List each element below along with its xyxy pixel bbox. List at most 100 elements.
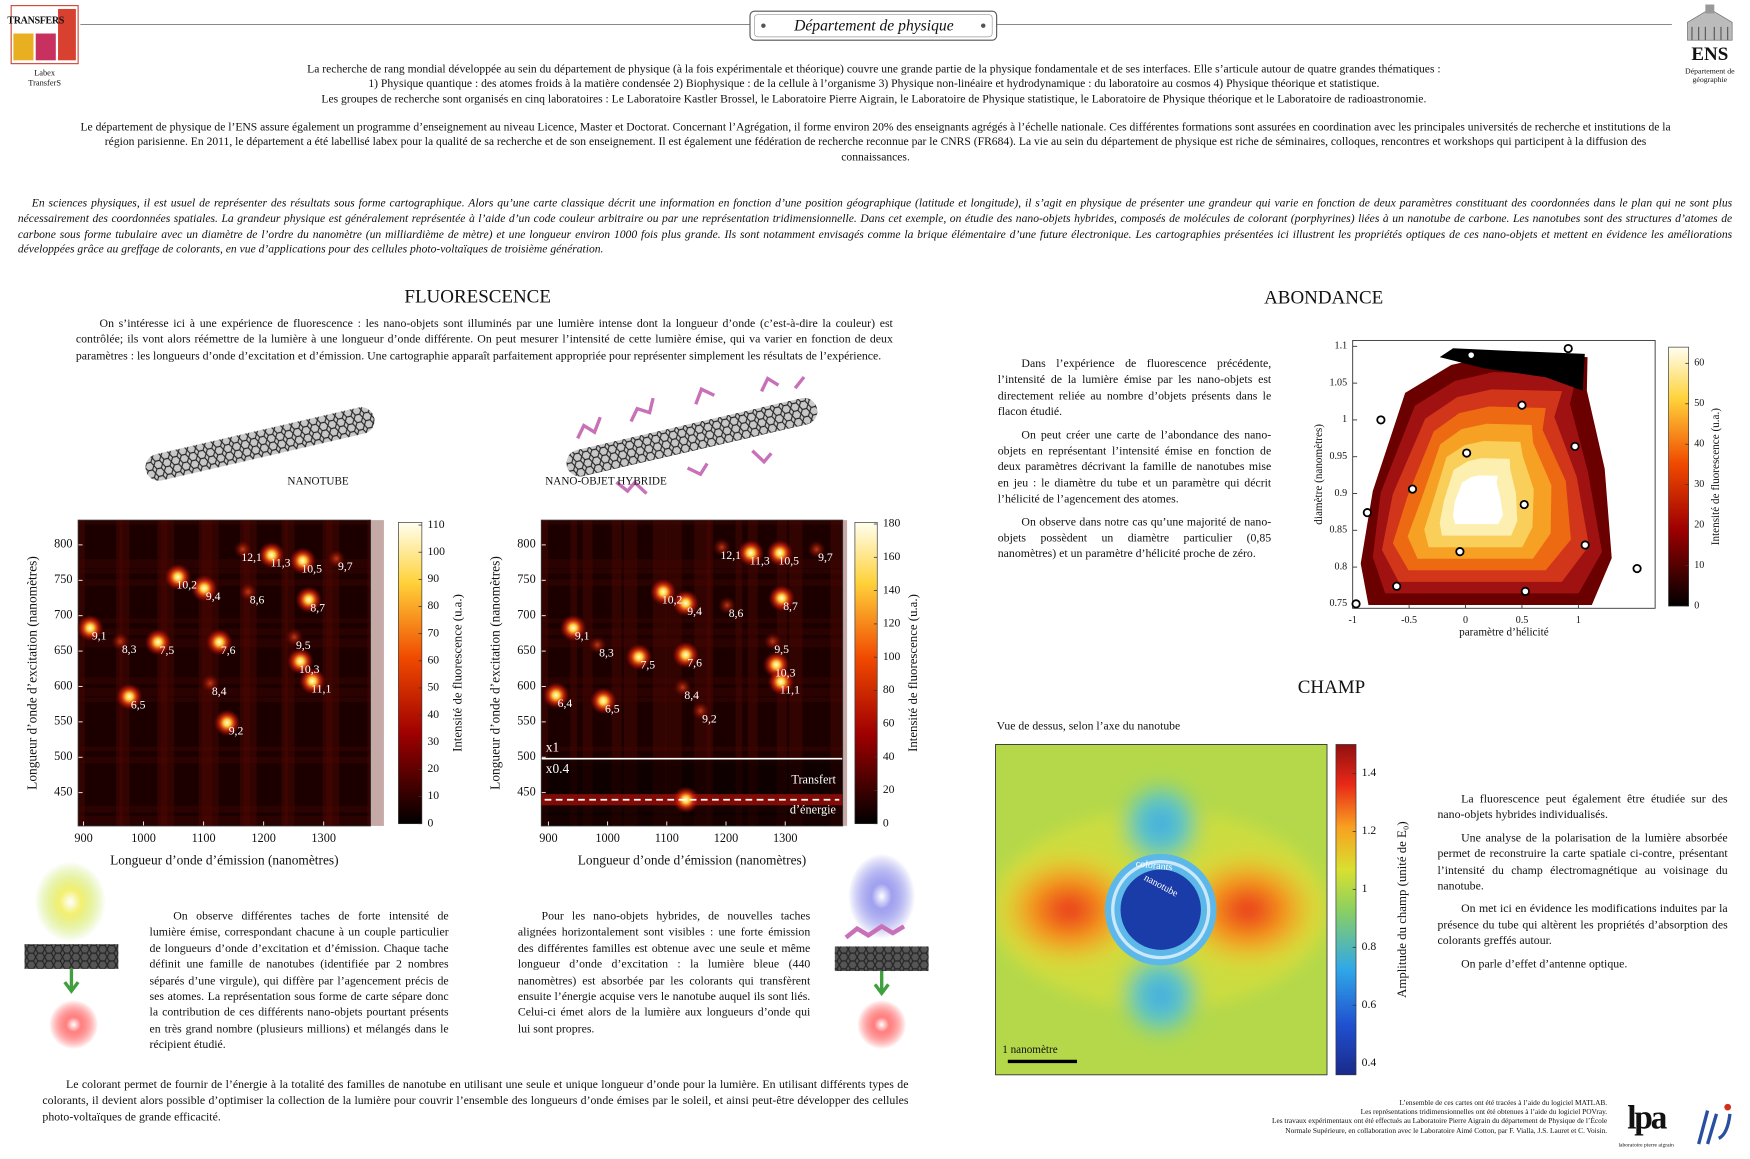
peak-label: 12,1 — [241, 551, 262, 564]
peak-label: 8,3 — [599, 647, 614, 660]
paragraph: On peut créer une carte de l’abondance d… — [997, 429, 1272, 506]
text-block: Pour les nano-objets hybrides, de nouvel… — [518, 911, 810, 1036]
columns — [1691, 26, 1729, 41]
peak-label: 6,5 — [131, 698, 146, 711]
y-tick-label: 500 — [54, 749, 72, 763]
scale-label: x0.4 — [546, 761, 570, 776]
streak — [243, 520, 250, 826]
logo-caption: Labex — [34, 69, 56, 78]
intro-line: 1) Physique quantique : des atomes froid… — [368, 78, 1380, 91]
colorbar-tick-label: 40 — [883, 750, 895, 763]
streak — [119, 520, 130, 826]
colorbar-tick-label: 20 — [1694, 519, 1704, 530]
y-tick-label: 1.1 — [1335, 341, 1348, 352]
peak — [233, 540, 252, 559]
paragraph: Une analyse de la polarisation de la lum… — [1437, 832, 1728, 893]
credits: L’ensemble de ces cartes ont été tracées… — [1150, 1099, 1608, 1136]
lab-logo: lpa — [1627, 1099, 1667, 1136]
paragraph: On s’intéresse ici à une expérience de f… — [75, 318, 893, 363]
y-tick-label: 1 — [1342, 414, 1347, 425]
logo-block — [58, 8, 76, 61]
peak — [767, 668, 795, 696]
peak-label: 12,1 — [720, 549, 741, 562]
peak-label: 8,7 — [783, 600, 798, 613]
colorbar-tick-label: 80 — [427, 599, 439, 612]
paragraph: On observe dans notre cas qu’une majorit… — [997, 516, 1272, 561]
peak — [289, 547, 317, 575]
x-tick-label: 1300 — [773, 831, 798, 845]
streak — [284, 520, 295, 826]
peak-label: 7,5 — [641, 659, 656, 672]
streak — [735, 520, 743, 826]
section-title: CHAMP — [1298, 677, 1365, 698]
colorbar-tick-label: 50 — [1694, 398, 1704, 409]
colorbar-tick-label: 40 — [1694, 439, 1704, 450]
x-tick-label: 1100 — [655, 831, 679, 845]
y-tick-label: 700 — [517, 608, 535, 622]
x-tick-label: 900 — [539, 831, 557, 845]
credit-line: Les travaux expérimentaux ont été effect… — [1271, 1117, 1608, 1126]
text-block: On s’intéresse ici à une expérience de f… — [75, 318, 893, 363]
x-tick-label: 1100 — [192, 831, 216, 845]
streak — [541, 677, 843, 685]
transfer-illustration — [834, 853, 929, 1050]
porphyrins — [576, 375, 806, 495]
tube-lattice — [24, 944, 119, 969]
y-tick-label: 600 — [517, 678, 535, 692]
colorbar-tick-label: 30 — [1694, 479, 1704, 490]
section-title: FLUORESCENCE — [404, 286, 551, 307]
y-tick-label: 550 — [54, 714, 72, 728]
peak — [712, 538, 731, 557]
peak-label: 9,4 — [206, 590, 221, 603]
tube-lattice — [145, 407, 375, 481]
colorbar-tick-label: 0.4 — [1362, 1056, 1377, 1069]
peak — [190, 574, 218, 602]
y-tick-label: 0.95 — [1330, 451, 1348, 462]
colorbar-tick-label: 110 — [427, 518, 444, 531]
logo-block — [35, 33, 56, 61]
x-tick-label: 1200 — [714, 831, 739, 845]
streak — [78, 579, 371, 586]
streak — [541, 520, 548, 826]
y-tick-label: 600 — [54, 678, 72, 692]
colorbar-tick-label: 60 — [1694, 358, 1704, 369]
emitted-light — [49, 1000, 99, 1050]
intro-paragraph: Le département de physique de l’ENS assu… — [80, 121, 1671, 164]
title-frame-inner — [754, 14, 993, 38]
y-tick-label: 650 — [54, 643, 72, 657]
tube-lattice — [566, 397, 818, 477]
streak — [281, 520, 288, 826]
peak — [327, 549, 346, 568]
streak — [541, 815, 843, 825]
italic-paragraph: En sciences physiques, il est usuel de r… — [17, 197, 1733, 257]
peak-label: 11,3 — [750, 555, 770, 568]
peak-label: 7,5 — [160, 644, 175, 657]
peak-label: 6,5 — [605, 703, 620, 716]
heatmap-background — [541, 520, 843, 826]
heatmap — [76, 520, 384, 826]
transfer-glow — [672, 786, 700, 814]
streak — [78, 569, 371, 574]
colorbar — [1668, 346, 1689, 607]
peak — [649, 578, 677, 606]
peak — [672, 589, 700, 617]
peak — [691, 701, 710, 720]
peak-label: 9,1 — [92, 630, 107, 643]
colorbar-tick-label: 1 — [1362, 882, 1368, 895]
intro-text: La recherche de rang mondial développée … — [123, 63, 1625, 108]
peak-label: 11,1 — [311, 683, 331, 696]
scale-label: 1 nanomètre — [1002, 1044, 1057, 1056]
peak-label: 10,3 — [775, 666, 796, 679]
colorbar-tick-label: 1.2 — [1362, 824, 1377, 837]
peak — [542, 681, 570, 709]
peak — [295, 586, 323, 614]
hybrid-illustration — [566, 375, 818, 495]
peak-label: 8,7 — [310, 601, 325, 614]
lac-dot — [1724, 1103, 1732, 1111]
streak — [541, 687, 843, 697]
arrow — [873, 971, 890, 997]
paragraph: On observe différentes taches de forte i… — [149, 910, 449, 1052]
peak-label: 6,4 — [558, 697, 573, 710]
